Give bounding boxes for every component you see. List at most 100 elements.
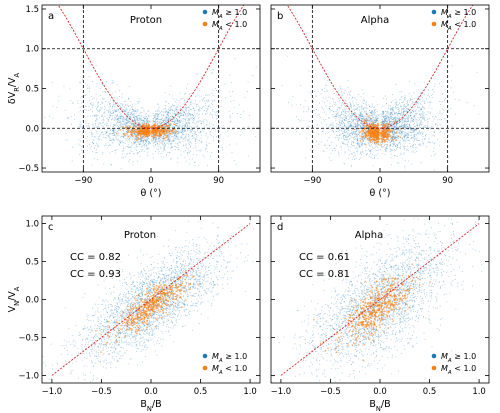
point-high-ma (187, 129, 189, 131)
point-high-ma (209, 125, 211, 128)
point-high-ma (99, 87, 101, 90)
point-high-ma (144, 116, 146, 118)
point-high-ma (172, 140, 174, 142)
point-high-ma (158, 113, 160, 115)
point-high-ma (180, 124, 182, 126)
point-high-ma (405, 126, 407, 129)
point-high-ma (171, 136, 173, 138)
point-high-ma (404, 141, 406, 143)
point-high-ma (132, 122, 134, 125)
point-high-ma (171, 121, 173, 123)
point-high-ma (120, 141, 122, 143)
point-high-ma (174, 114, 176, 116)
point-high-ma (221, 146, 223, 148)
point-high-ma (339, 127, 341, 129)
point-low-ma (125, 128, 128, 130)
point-high-ma (119, 119, 121, 121)
point-high-ma (205, 144, 208, 147)
point-high-ma (79, 140, 81, 142)
point-high-ma (202, 85, 204, 87)
point-high-ma (362, 118, 364, 120)
point-high-ma (109, 152, 111, 154)
point-high-ma (414, 128, 416, 131)
point-high-ma (396, 115, 398, 117)
point-high-ma (369, 119, 371, 121)
point-high-ma (416, 109, 418, 111)
point-high-ma (110, 139, 112, 142)
point-high-ma (182, 122, 184, 125)
point-high-ma (208, 100, 210, 102)
point-high-ma (171, 109, 174, 112)
point-high-ma (416, 121, 418, 123)
point-high-ma (401, 108, 403, 111)
point-high-ma (177, 120, 179, 122)
point-high-ma (360, 151, 362, 153)
point-high-ma (357, 125, 359, 127)
point-high-ma (399, 116, 401, 118)
point-high-ma (323, 150, 325, 152)
point-high-ma (99, 128, 101, 130)
point-high-ma (315, 75, 317, 77)
point-high-ma (403, 136, 405, 138)
point-high-ma (194, 165, 196, 167)
point-low-ma (163, 133, 166, 135)
point-high-ma (177, 128, 179, 130)
point-high-ma (175, 135, 177, 137)
point-high-ma (146, 148, 148, 150)
point-low-ma (152, 129, 155, 132)
point-high-ma (133, 153, 135, 155)
point-high-ma (337, 129, 339, 131)
point-high-ma (215, 118, 217, 120)
point-high-ma (205, 141, 208, 143)
point-high-ma (389, 114, 391, 116)
point-high-ma (376, 115, 378, 117)
point-high-ma (399, 141, 401, 143)
point-high-ma (97, 115, 99, 117)
point-high-ma (362, 99, 364, 101)
point-high-ma (139, 142, 141, 144)
point-high-ma (356, 133, 358, 136)
point-low-ma (146, 132, 149, 134)
point-high-ma (389, 144, 391, 146)
point-high-ma (181, 128, 183, 130)
point-high-ma (95, 114, 97, 116)
point-high-ma (388, 121, 391, 123)
point-high-ma (161, 118, 163, 120)
point-high-ma (424, 120, 426, 122)
point-high-ma (139, 118, 141, 120)
point-high-ma (396, 119, 399, 121)
point-high-ma (185, 104, 188, 106)
point-high-ma (350, 125, 352, 127)
point-high-ma (211, 123, 213, 125)
point-high-ma (108, 137, 110, 139)
point-high-ma (70, 99, 72, 102)
point-high-ma (167, 108, 170, 110)
point-high-ma (156, 113, 158, 116)
point-high-ma (168, 137, 170, 140)
point-high-ma (180, 137, 182, 139)
point-high-ma (145, 144, 147, 146)
point-high-ma (167, 137, 169, 139)
point-high-ma (389, 126, 392, 128)
point-high-ma (116, 84, 118, 86)
point-high-ma (403, 105, 405, 108)
point-high-ma (146, 140, 148, 142)
point-high-ma (406, 125, 408, 128)
point-high-ma (368, 144, 371, 146)
point-high-ma (159, 119, 161, 121)
point-high-ma (194, 103, 196, 105)
point-high-ma (118, 139, 120, 141)
point-high-ma (390, 126, 393, 128)
point-high-ma (246, 91, 248, 93)
point-high-ma (397, 113, 399, 115)
point-high-ma (396, 161, 398, 164)
point-high-ma (178, 138, 180, 140)
point-high-ma (171, 116, 173, 118)
point-high-ma (398, 108, 400, 110)
point-high-ma (407, 104, 409, 106)
point-high-ma (383, 119, 385, 121)
point-high-ma (121, 123, 123, 125)
point-high-ma (351, 119, 353, 121)
point-high-ma (414, 152, 416, 154)
point-high-ma (409, 129, 412, 131)
